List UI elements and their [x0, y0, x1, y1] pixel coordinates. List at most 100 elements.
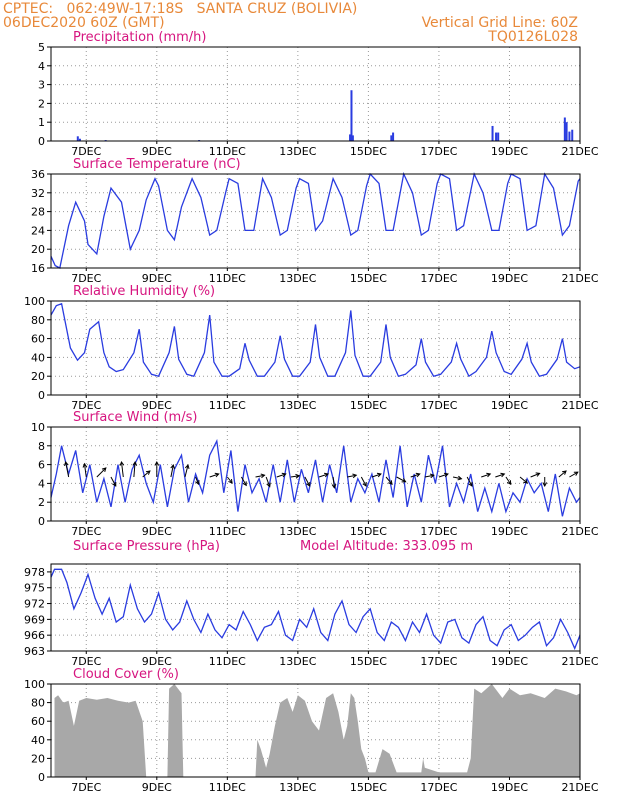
panel-frame: [50, 426, 581, 522]
wind-arrow-head: [443, 472, 449, 478]
wind-arrow-shaft: [505, 476, 512, 485]
y-tick-label: 6: [38, 459, 45, 472]
wind-arrow-head: [82, 462, 88, 468]
surface-temperature-nc-line: [50, 171, 581, 269]
x-tick-label: 9DEC: [142, 145, 172, 158]
y-tick-label: 975: [24, 582, 45, 595]
x-tick-label: 21DEC: [561, 655, 598, 668]
x-tick-label: 15DEC: [350, 399, 387, 412]
x-tick-label: 15DEC: [350, 272, 387, 285]
wind-arrow-head: [112, 481, 117, 487]
wind-arrow-shaft: [452, 476, 462, 480]
wind-arrow-shaft: [121, 461, 124, 478]
wind-arrow-shaft: [304, 476, 311, 487]
x-tick-label: 7DEC: [71, 272, 101, 285]
x-tick-label: 17DEC: [420, 525, 457, 538]
wind-arrow-head: [145, 470, 151, 475]
wind-arrow-shaft: [255, 474, 265, 478]
y-tick-label: 966: [24, 629, 45, 642]
surface-wind-m-s-line: [50, 438, 581, 517]
relative-humidity-line: [50, 302, 581, 378]
y-tick-label: 8: [38, 440, 45, 453]
wind-arrow-shaft: [396, 476, 406, 483]
wind-arrow-shaft: [558, 470, 567, 478]
wind-arrow-shaft: [481, 473, 491, 478]
x-tick-label: 11DEC: [209, 145, 246, 158]
x-tick-label: 19DEC: [491, 525, 528, 538]
wind-arrow-head: [500, 472, 506, 478]
wind-arrow-shaft: [184, 464, 189, 478]
x-tick-label: 7DEC: [71, 781, 101, 794]
wind-arrow-shaft: [65, 461, 70, 478]
x-tick-label: 9DEC: [142, 781, 172, 794]
x-tick-label: 13DEC: [279, 145, 316, 158]
y-tick-label: 0: [38, 389, 45, 402]
wind-arrow-head: [154, 460, 160, 466]
wind-arrow-head: [523, 479, 529, 484]
x-tick-label: 9DEC: [142, 655, 172, 668]
wind-arrow-head: [562, 470, 567, 475]
y-tick-label: 3: [38, 79, 45, 92]
x-tick-label: 7DEC: [71, 525, 101, 538]
x-tick-label: 13DEC: [279, 781, 316, 794]
wind-arrow-shaft: [83, 463, 87, 478]
panel-frame: [50, 683, 581, 778]
x-tick-label: 21DEC: [561, 781, 598, 794]
wind-arrow-head: [242, 481, 247, 487]
precip-bar: [568, 131, 571, 141]
wind-arrow-shaft: [466, 476, 473, 487]
y-tick-label: 20: [31, 752, 45, 765]
x-tick-label: 13DEC: [279, 399, 316, 412]
wind-arrow-head: [306, 481, 311, 487]
wind-arrow-head: [214, 472, 220, 478]
precip-bar: [392, 132, 395, 141]
wind-arrow-head: [486, 472, 492, 478]
wind-arrow-shaft: [96, 467, 107, 478]
wind-arrow-shaft: [332, 476, 335, 488]
wind-arrow-shaft: [265, 476, 271, 487]
wind-arrow-head: [468, 481, 473, 487]
x-tick-label: 9DEC: [142, 399, 172, 412]
wind-arrow-shaft: [495, 473, 505, 478]
precip-bar: [571, 129, 574, 141]
x-tick-label: 7DEC: [71, 399, 101, 412]
x-tick-label: 13DEC: [279, 655, 316, 668]
wind-arrow-shaft: [371, 473, 382, 478]
x-tick-label: 19DEC: [491, 399, 528, 412]
wind-arrow-head: [331, 483, 337, 489]
wind-arrow-head: [362, 481, 367, 487]
x-tick-label: 21DEC: [561, 525, 598, 538]
panel-frame: [50, 300, 581, 396]
y-tick-label: 60: [31, 333, 45, 346]
precip-bar: [497, 132, 500, 141]
wind-arrow-shaft: [276, 473, 286, 478]
y-tick-label: 28: [31, 206, 45, 219]
x-tick-label: 17DEC: [420, 272, 457, 285]
y-tick-label: 80: [31, 697, 45, 710]
surface-pressure-hpa-line: [50, 568, 581, 651]
y-tick-label: 40: [31, 351, 45, 364]
header-station: CPTEC: 062:49W-17:18S SANTA CRUZ (BOLIVI…: [3, 1, 358, 17]
precipitation-mm-h-title: Precipitation (mm/h): [73, 30, 206, 45]
wind-arrow-shaft: [438, 473, 449, 478]
header-date: 06DEC2020 60Z (GMT): [3, 15, 165, 31]
y-tick-label: 100: [24, 295, 45, 308]
wind-arrow-shaft: [347, 474, 357, 478]
wind-arrow-head: [195, 480, 200, 486]
x-tick-label: 17DEC: [420, 655, 457, 668]
wind-arrow-head: [260, 473, 266, 479]
wind-arrow-head: [101, 467, 107, 472]
wind-arrow-head: [542, 482, 548, 488]
x-tick-label: 9DEC: [142, 272, 172, 285]
wind-arrow-head: [429, 473, 435, 479]
y-tick-label: 972: [24, 598, 45, 611]
precip-bar: [349, 134, 352, 141]
wind-arrow-head: [415, 472, 421, 478]
x-tick-label: 19DEC: [491, 655, 528, 668]
wind-arrow-head: [170, 463, 175, 469]
wind-arrow-shaft: [318, 473, 329, 478]
x-tick-label: 19DEC: [491, 272, 528, 285]
y-tick-label: 80: [31, 314, 45, 327]
wind-arrow-head: [228, 478, 233, 484]
